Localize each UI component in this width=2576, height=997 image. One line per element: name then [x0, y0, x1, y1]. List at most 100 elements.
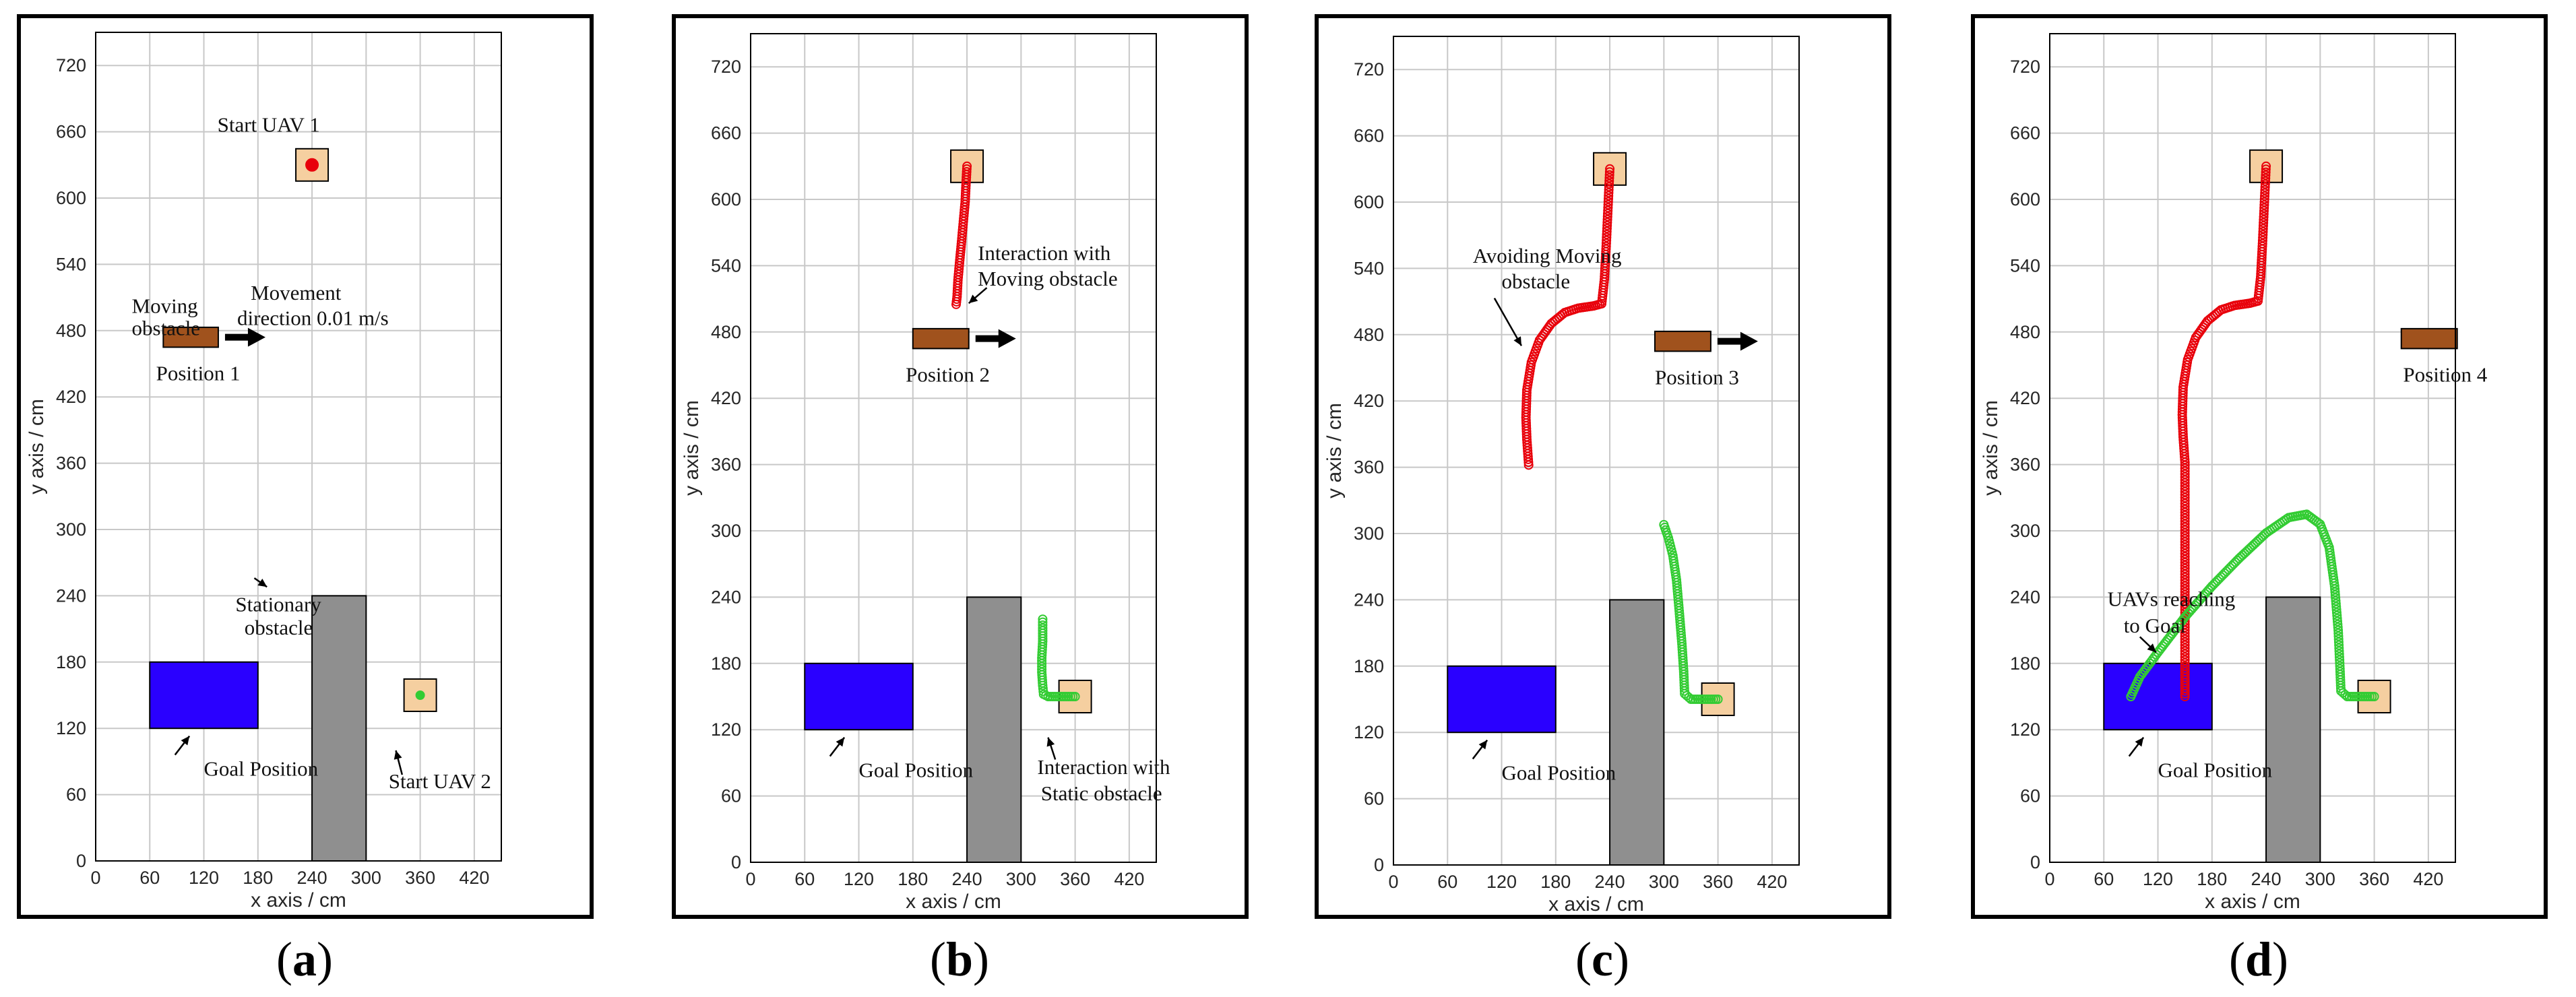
panel-label-a: (a) [276, 932, 333, 986]
pointer-head [2147, 643, 2156, 653]
data-point [2332, 610, 2342, 620]
moving-obstacle [2400, 327, 2458, 350]
data-point [1604, 167, 1614, 177]
data-point [2180, 596, 2190, 606]
y-tick-label: 660 [1354, 126, 1384, 146]
data-point [2180, 522, 2190, 532]
data-point [1604, 188, 1614, 198]
data-point [1038, 614, 1048, 624]
data-point [2180, 457, 2190, 468]
data-point [2259, 206, 2269, 216]
panel-d: 0 60 120 180 240 300 360 420 0 60 120 180 240 300 360 4… [1971, 14, 2548, 919]
y-tick-label: 120 [711, 719, 741, 740]
data-point [2334, 643, 2344, 653]
data-point [2180, 548, 2190, 558]
data-point [2261, 173, 2271, 183]
annotation-text: Goal Position [1502, 761, 1616, 785]
data-point [2334, 652, 2344, 662]
y-tick-label: 600 [56, 188, 86, 208]
data-point [1605, 164, 1615, 174]
data-point [2334, 640, 2344, 650]
x-tick-label: 360 [405, 868, 435, 888]
y-tick-label: 0 [731, 852, 741, 872]
y-tick-label: 360 [711, 455, 741, 475]
data-point [2259, 218, 2269, 228]
axes-box [95, 32, 502, 862]
panel-label-b-close: ) [973, 932, 989, 986]
data-point [2180, 637, 2190, 647]
data-point [2180, 501, 2190, 511]
data-point [2332, 614, 2342, 624]
x-axis-label: x axis / cm [2205, 891, 2300, 913]
y-axis-label: y axis / cm [1323, 403, 1346, 498]
x-tick-label: 0 [2044, 869, 2054, 889]
data-point [2180, 634, 2190, 644]
data-point [1659, 519, 1669, 529]
data-point [1604, 193, 1614, 203]
y-tick-label: 480 [56, 321, 86, 341]
data-point [2180, 534, 2190, 544]
panel-label-b-open: ( [930, 932, 946, 986]
pointer-head [2135, 737, 2144, 747]
data-point [2180, 537, 2190, 547]
data-point [2180, 640, 2190, 650]
pointer-head [1046, 737, 1055, 747]
y-tick-label: 300 [2010, 521, 2040, 541]
data-point [1604, 185, 1614, 195]
annotation-text: obstacle [132, 316, 201, 340]
y-tick-label: 360 [1354, 457, 1384, 478]
data-point [2258, 221, 2268, 231]
data-point [2180, 475, 2190, 485]
data-point [2180, 584, 2190, 594]
data-point [2180, 466, 2190, 476]
data-point [2180, 575, 2190, 585]
annotation-text: Moving obstacle [978, 267, 1118, 290]
data-point [2259, 209, 2269, 219]
data-point [1523, 460, 1534, 470]
data-point [2126, 692, 2136, 701]
data-point [2333, 629, 2344, 639]
x-tick-label: 300 [1649, 872, 1679, 892]
axes-box [2049, 33, 2456, 863]
pointer-head [257, 579, 268, 587]
y-tick-label: 300 [1354, 523, 1384, 544]
data-point [2335, 655, 2345, 665]
y-tick-label: 720 [711, 57, 741, 77]
x-tick-label: 60 [794, 869, 815, 889]
annotation-text: Position 3 [1655, 366, 1739, 389]
data-point [2180, 581, 2190, 591]
axes-box [750, 33, 1157, 863]
y-tick-label: 540 [1354, 258, 1384, 278]
pointer-head [836, 737, 845, 747]
data-point [2261, 176, 2271, 186]
data-point [2333, 619, 2343, 629]
data-point [2180, 593, 2190, 603]
goal-region [804, 662, 914, 731]
axes-box [1393, 36, 1800, 866]
data-point [2180, 578, 2190, 588]
start-box [950, 149, 984, 183]
data-point [1604, 170, 1614, 180]
stationary-obstacle [311, 595, 367, 862]
x-tick-label: 180 [2197, 869, 2227, 889]
data-point [1523, 454, 1534, 464]
data-point [2180, 625, 2190, 635]
data-point [1604, 173, 1614, 183]
data-point [2331, 608, 2342, 618]
pointer-head [1513, 336, 1521, 346]
data-point [1038, 617, 1048, 627]
x-axis-label: x axis / cm [1548, 893, 1644, 915]
start-box [1593, 152, 1627, 186]
x-tick-label: 300 [2305, 869, 2335, 889]
data-point [2180, 543, 2190, 553]
data-point [2180, 516, 2190, 526]
data-point [2180, 487, 2190, 497]
data-point [1602, 229, 1612, 239]
data-point [2180, 519, 2190, 529]
movement-arrow-head [1740, 331, 1758, 351]
pointer-head [1478, 740, 1488, 750]
data-point [2180, 619, 2190, 629]
annotation-text: Avoiding Moving [1473, 244, 1622, 267]
y-tick-label: 0 [2030, 852, 2040, 872]
